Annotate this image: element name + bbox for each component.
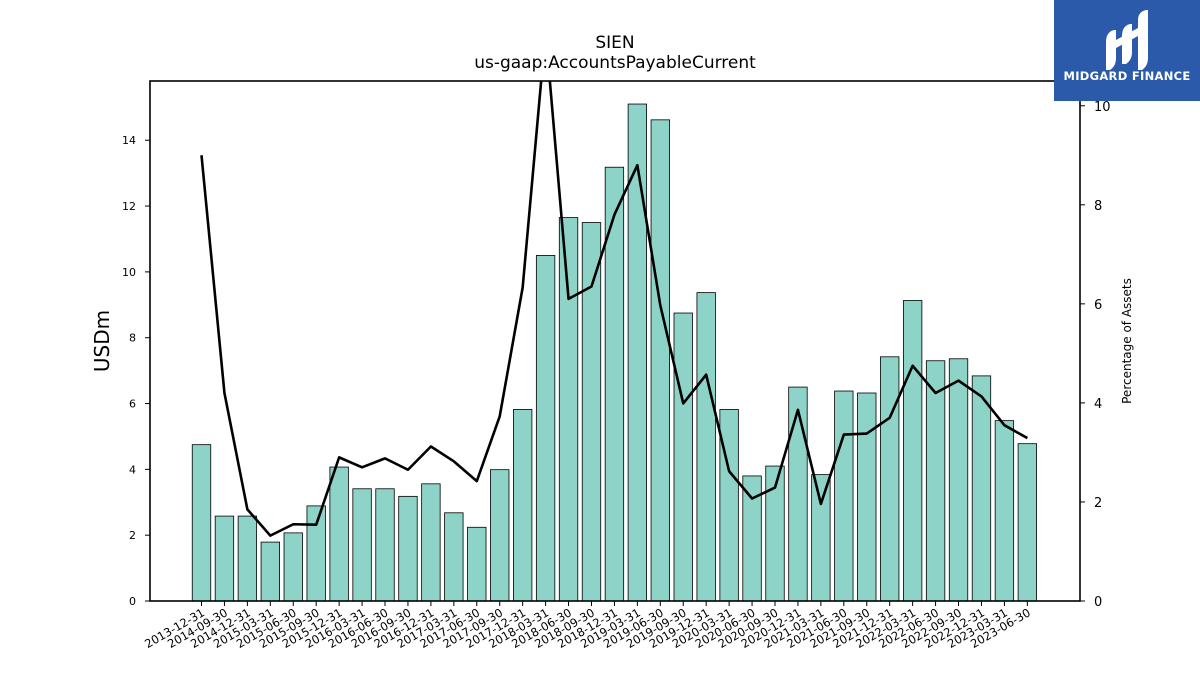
bar (490, 469, 510, 602)
plot-frame (149, 80, 1081, 602)
bars-group (191, 103, 1037, 602)
bar (971, 375, 992, 602)
y2-tick-label: 4 (1094, 397, 1102, 412)
bar (673, 312, 693, 602)
axes-group: 0246810121402468102013-12-312014-09-3020… (122, 80, 1111, 651)
y-tick-label: 12 (122, 200, 136, 213)
bar (352, 488, 372, 602)
bar (994, 420, 1015, 602)
bar (260, 541, 280, 602)
y-tick-label: 8 (129, 332, 136, 345)
bar (719, 409, 739, 602)
bar (581, 222, 602, 602)
bar (191, 444, 212, 602)
bar (834, 390, 854, 602)
line-group (200, 81, 1028, 537)
bar (467, 526, 487, 602)
logo-text: MIDGARD FINANCE (1063, 69, 1191, 83)
bar (948, 358, 969, 602)
y-tick-label: 2 (129, 529, 136, 542)
bar (329, 466, 349, 602)
bar (444, 512, 464, 602)
bar (696, 292, 716, 602)
bar (283, 532, 303, 602)
bar (1017, 443, 1037, 602)
bar (925, 360, 946, 602)
y-tick-label: 14 (122, 134, 136, 147)
bar (513, 409, 533, 602)
y2-tick-label: 10 (1094, 100, 1111, 115)
y2-tick-label: 6 (1094, 298, 1102, 313)
y-axis-label: USDm (90, 310, 114, 372)
y-tick-label: 6 (129, 398, 136, 411)
bar (306, 505, 326, 602)
bar (788, 386, 808, 602)
bar (214, 515, 235, 602)
bar (375, 488, 395, 602)
bar (880, 356, 900, 602)
brand-logo: MIDGARD FINANCE (1054, 0, 1200, 101)
bar (535, 255, 556, 602)
y-tick-label: 0 (129, 595, 136, 608)
bar (857, 392, 877, 602)
bar (421, 483, 441, 602)
bar (650, 119, 670, 602)
y-tick-label: 10 (122, 266, 136, 279)
percentage-line (200, 81, 1028, 537)
y2-tick-label: 8 (1094, 199, 1102, 214)
bar (811, 474, 831, 602)
bar (558, 217, 579, 602)
y-tick-label: 4 (129, 463, 136, 476)
chart-title: SIEN (595, 33, 634, 53)
bar (902, 300, 923, 602)
bar (398, 495, 418, 602)
bar (237, 515, 258, 602)
y2-tick-label: 2 (1094, 496, 1102, 511)
y2-axis-label: Percentage of Assets (1120, 278, 1134, 404)
midgard-m-icon (1106, 10, 1148, 70)
chart-subtitle: us-gaap:AccountsPayableCurrent (474, 53, 756, 73)
y2-tick-label: 0 (1094, 595, 1102, 610)
